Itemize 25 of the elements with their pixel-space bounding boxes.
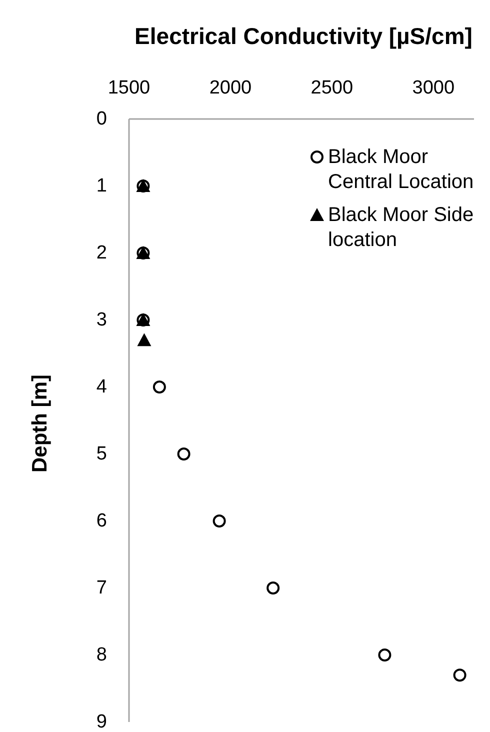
x-axis-title: Electrical Conductivity [µS/cm]: [134, 23, 472, 49]
y-tick-label: 2: [96, 242, 107, 264]
x-tick-label: 2000: [209, 78, 252, 98]
legend-label: Black Moor Side location: [328, 204, 474, 251]
y-tick-label: 8: [96, 644, 107, 666]
y-tick-label: 3: [96, 310, 107, 330]
y-tick-label: 4: [96, 376, 108, 398]
point: [137, 333, 152, 346]
y-tick-label: 0: [96, 108, 107, 130]
point: [453, 668, 466, 682]
y-tick-label: 9: [96, 712, 107, 732]
x-tick-label: 1500: [108, 78, 150, 98]
x-tick-label: 2500: [310, 78, 354, 98]
point: [266, 582, 280, 594]
x-tick-label: 3000: [412, 78, 455, 98]
point: [177, 448, 190, 460]
point: [152, 380, 166, 394]
y-axis-title: Depth [m]: [28, 374, 52, 472]
y-tick-label: 7: [96, 578, 107, 598]
point: [378, 648, 392, 662]
y-tick-label: 1: [96, 176, 107, 196]
point: [212, 514, 226, 528]
y-tick-label: 5: [96, 444, 107, 464]
legend-label: Black Moor Central Location: [328, 146, 474, 193]
y-tick-label: 6: [96, 510, 107, 532]
